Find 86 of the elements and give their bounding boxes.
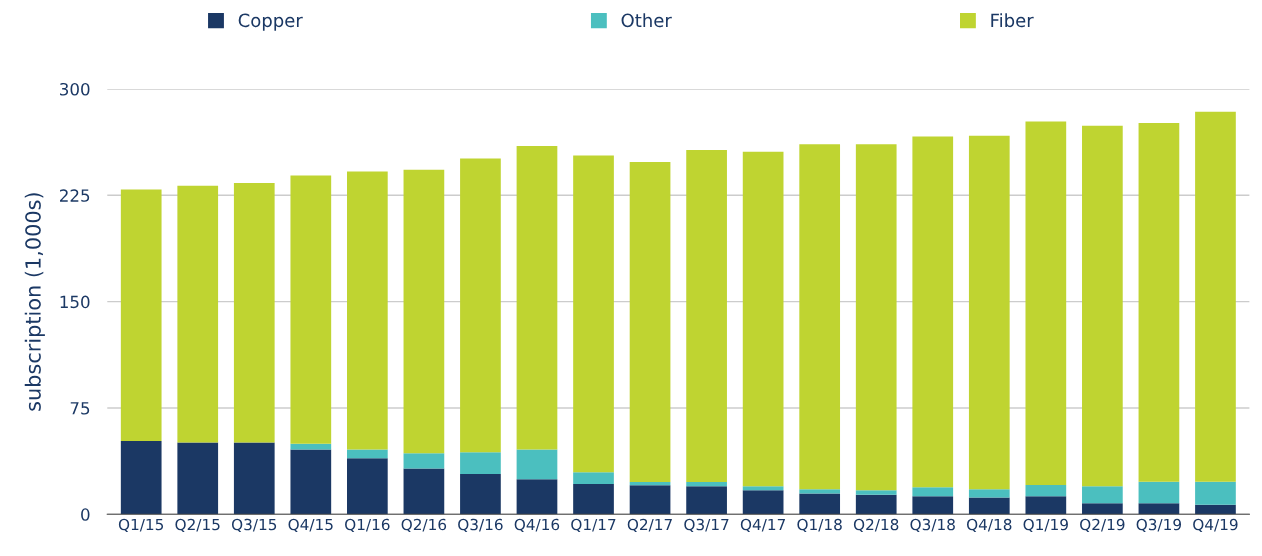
- bar: [799, 493, 841, 515]
- bar: [1082, 503, 1123, 515]
- bar: [347, 171, 388, 450]
- x-tick-label: Q4/18: [966, 518, 1012, 533]
- bar: [855, 144, 897, 491]
- legend-label: Other: [621, 13, 672, 28]
- bar: [1025, 121, 1067, 485]
- y-tick-label: 300: [60, 82, 90, 96]
- x-tick-label: Q4/17: [740, 518, 785, 533]
- x-tick-label: Q2/15: [175, 518, 220, 533]
- bar: [799, 144, 841, 490]
- bar: [573, 472, 614, 484]
- x-tick-label: Q3/16: [458, 518, 503, 533]
- bar: [742, 151, 784, 487]
- x-tick-label: Q3/19: [1136, 518, 1182, 533]
- bar: [233, 182, 275, 443]
- x-tick-label: Q2/17: [627, 518, 672, 533]
- bar: [855, 494, 897, 515]
- x-tick-label: Q3/15: [231, 518, 277, 533]
- bar: [516, 479, 558, 515]
- bar: [629, 162, 671, 483]
- x-tick-label: Q4/15: [288, 518, 333, 533]
- bar: [403, 468, 445, 515]
- x-tick-label: Q1/19: [1023, 518, 1068, 533]
- bar: [233, 442, 275, 515]
- x-tick-label: Q1/15: [118, 518, 164, 533]
- x-tick-label: Q4/19: [1193, 518, 1238, 533]
- bar: [573, 155, 614, 473]
- x-tick-label: Q1/17: [571, 518, 616, 533]
- bar: [1025, 484, 1067, 497]
- bar: [177, 442, 219, 515]
- bar: [968, 489, 1010, 498]
- bar: [1195, 481, 1236, 505]
- bar: [1138, 122, 1180, 482]
- y-tick-label: 150: [60, 295, 90, 309]
- bar: [912, 136, 954, 488]
- bar: [686, 149, 727, 483]
- x-tick-label: Q1/18: [797, 518, 842, 533]
- bar: [742, 490, 784, 515]
- bar: [460, 474, 501, 515]
- y-tick-label: 75: [70, 402, 90, 415]
- x-tick-label: Q2/18: [853, 518, 899, 533]
- bar: [120, 441, 162, 515]
- y-tick-label: 0: [81, 508, 90, 521]
- bar: [290, 449, 332, 515]
- bar: [347, 449, 388, 459]
- bar: [290, 443, 332, 450]
- bar: [573, 483, 614, 515]
- bar: [1025, 496, 1067, 515]
- x-tick-label: Q3/18: [910, 518, 955, 533]
- legend-label: Copper: [238, 13, 303, 31]
- bar: [1195, 504, 1236, 515]
- bar: [1082, 486, 1123, 504]
- x-tick-label: Q2/19: [1080, 518, 1125, 533]
- bar: [177, 185, 219, 443]
- bar: [686, 482, 727, 487]
- bar: [516, 145, 558, 450]
- bar: [912, 487, 954, 497]
- bar: [968, 497, 1010, 515]
- bar: [742, 486, 784, 491]
- y-tick-label: 225: [60, 189, 90, 202]
- bar: [347, 458, 388, 515]
- bar: [290, 175, 332, 444]
- y-axis-title: subscription (1,000s): [24, 193, 45, 411]
- bar: [1195, 111, 1236, 482]
- bar: [799, 489, 841, 494]
- bar: [403, 453, 445, 469]
- bar: [460, 158, 501, 453]
- bar: [968, 135, 1010, 490]
- bar: [516, 449, 558, 480]
- legend-label: Fiber: [991, 13, 1034, 28]
- bar: [403, 169, 445, 454]
- x-tick-label: Q3/17: [684, 518, 729, 533]
- bar: [1138, 481, 1180, 504]
- bar: [120, 189, 162, 441]
- bar: [912, 496, 954, 515]
- bar: [629, 485, 671, 515]
- bar: [1138, 503, 1180, 515]
- x-tick-label: Q4/16: [514, 518, 560, 533]
- x-tick-label: Q1/16: [345, 518, 390, 533]
- x-tick-label: Q2/16: [401, 518, 447, 533]
- bar: [629, 482, 671, 486]
- bar: [686, 486, 727, 515]
- bar: [1082, 125, 1123, 487]
- bar: [855, 490, 897, 495]
- bar: [460, 452, 501, 475]
